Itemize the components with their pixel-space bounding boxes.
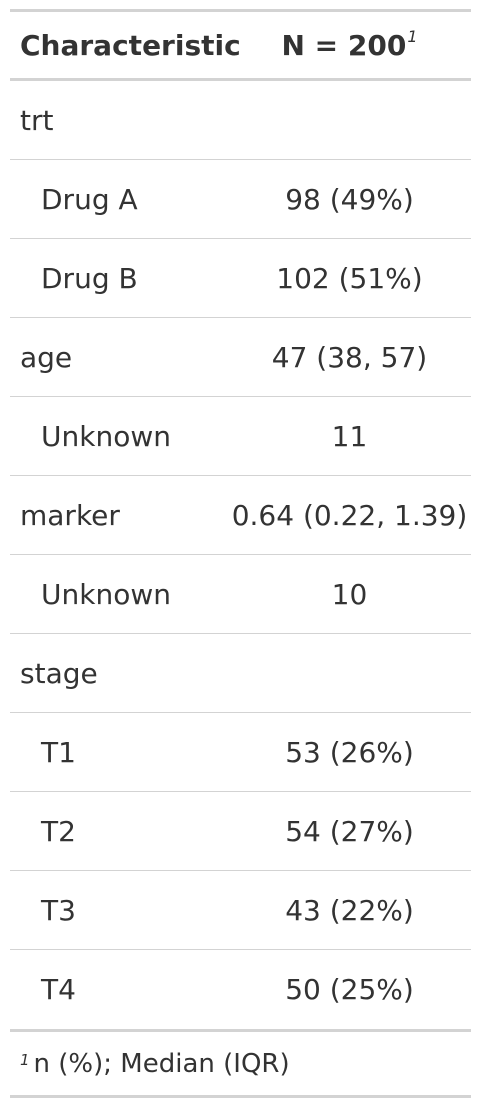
row-label: T4 — [41, 973, 76, 1006]
table-row: age 47 (38, 57) — [10, 318, 471, 397]
table-row: Unknown 10 — [10, 555, 471, 634]
row-value: 47 (38, 57) — [271, 340, 428, 374]
table-row: T1 53 (26%) — [10, 713, 471, 792]
table-row: Unknown 11 — [10, 397, 471, 476]
header-n: N = 2001 — [228, 26, 471, 62]
table-row: T3 43 (22%) — [10, 871, 471, 950]
header-footnote-marker: 1 — [407, 26, 418, 46]
row-value: 10 — [331, 577, 368, 611]
row-label: Unknown — [41, 419, 171, 453]
table-row: Drug A 98 (49%) — [10, 160, 471, 239]
row-value: 50 (25%) — [285, 973, 414, 1006]
row-label: age — [20, 340, 73, 374]
summary-table: Characteristic N = 2001 trt Drug A 98 (4… — [10, 9, 471, 1098]
table-header-row: Characteristic N = 2001 — [10, 12, 471, 81]
row-value: 43 (22%) — [285, 893, 414, 927]
header-n-label: N = 200 — [281, 28, 407, 62]
footnote-marker: 1 — [20, 1050, 30, 1069]
row-value: 53 (26%) — [285, 735, 414, 769]
header-characteristic: Characteristic — [20, 28, 241, 62]
row-value: 54 (27%) — [285, 814, 414, 848]
row-label: T3 — [41, 893, 76, 927]
row-label: Drug B — [41, 261, 138, 295]
row-label: T1 — [41, 735, 76, 769]
row-label: Drug A — [41, 182, 138, 216]
table-row: T2 54 (27%) — [10, 792, 471, 871]
row-value: 102 (51%) — [276, 261, 423, 295]
row-label: T2 — [41, 814, 76, 848]
row-value: 11 — [331, 419, 368, 453]
row-label: stage — [20, 656, 98, 690]
row-value: 0.64 (0.22, 1.39) — [231, 498, 468, 532]
row-label: marker — [20, 498, 120, 532]
table-body: trt Drug A 98 (49%) Drug B 102 (51%) age… — [10, 81, 471, 1032]
table-row: marker 0.64 (0.22, 1.39) — [10, 476, 471, 555]
row-value: 98 (49%) — [285, 182, 414, 216]
row-label: Unknown — [41, 577, 171, 611]
table-top-rule — [10, 9, 471, 12]
table-row: trt — [10, 81, 471, 160]
table-row: Drug B 102 (51%) — [10, 239, 471, 318]
row-label: trt — [20, 103, 54, 137]
table-row: T4 50 (25%) — [10, 950, 471, 1029]
table-row: stage — [10, 634, 471, 713]
footnote-text: n (%); Median (IQR) — [33, 1048, 290, 1079]
